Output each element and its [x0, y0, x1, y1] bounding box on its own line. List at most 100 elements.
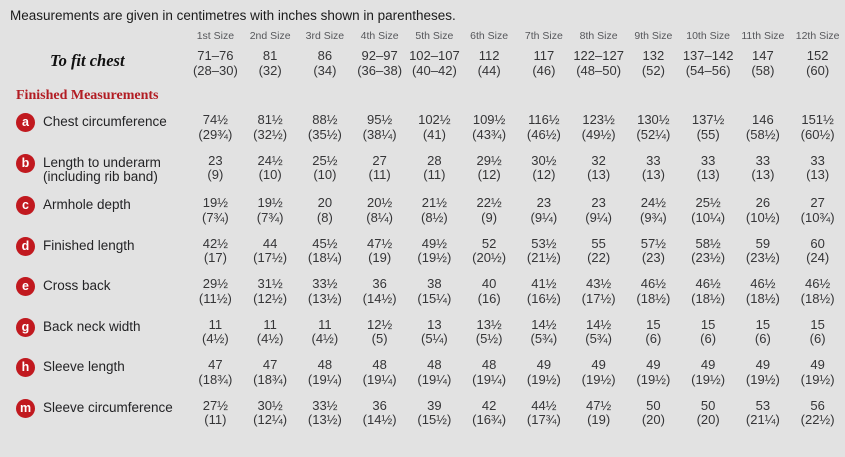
- value-cm: 27: [372, 152, 387, 168]
- measurement-value: 137½ (55): [681, 112, 736, 142]
- value-inches: (18¼): [307, 250, 342, 265]
- value-inches: (17½): [253, 250, 288, 265]
- to-fit-chest-value: 132 (52): [626, 48, 681, 78]
- value-cm: 81: [262, 48, 278, 63]
- measurement-value: 46½ (18½): [790, 276, 845, 306]
- value-cm: 11: [263, 316, 277, 332]
- value-cm: 116½: [528, 112, 560, 127]
- row-label: Back neck width: [43, 318, 141, 335]
- value-cm: 57½: [640, 235, 667, 251]
- row-label: Sleeve length: [43, 358, 125, 375]
- value-cm: 15: [646, 316, 661, 332]
- value-inches: (32½): [253, 126, 288, 142]
- value-inches: (22½): [800, 412, 835, 427]
- measurement-value: 14½ (5¾): [517, 317, 572, 347]
- value-inches: (44): [477, 62, 501, 78]
- measurement-rows: a Chest circumference 74½ (29¾) 81½ (32½) 88½(…: [0, 112, 845, 428]
- measurement-value: 116½ (46½): [517, 112, 572, 142]
- value-cm: 43½: [585, 276, 612, 291]
- measurement-value: 14½ (5¾): [571, 316, 626, 347]
- measurement-value: 27½ (11): [188, 398, 243, 428]
- value-cm: 58½: [695, 235, 721, 251]
- to-fit-chest-label: To fit chest: [50, 51, 125, 70]
- value-inches: (16½): [526, 290, 561, 306]
- value-cm: 20: [317, 195, 333, 210]
- measurement-value: 59 (23½): [736, 236, 791, 266]
- row-label-line2: (including rib band): [43, 169, 158, 184]
- measurement-value: 44½ (17¾): [517, 398, 572, 428]
- value-inches: (17¾): [526, 412, 561, 427]
- measurement-row: b Length to underarm (including rib band) 2…: [0, 152, 845, 185]
- value-cm: 14½: [585, 316, 612, 332]
- measurement-value: 48 (19¼): [462, 357, 517, 387]
- to-fit-chest-value: 102–107 (40–42): [407, 48, 462, 78]
- value-inches: (4½): [311, 331, 339, 346]
- value-inches: (6): [700, 331, 717, 346]
- value-inches: (20): [641, 412, 665, 427]
- value-cm: 55: [591, 235, 606, 251]
- value-inches: (4½): [256, 331, 284, 346]
- letter-badge: e: [16, 277, 35, 296]
- value-inches: (16): [477, 290, 501, 306]
- value-inches: (13): [806, 167, 830, 182]
- size-measurement-table: Measurements are given in centimetres wi…: [0, 8, 845, 428]
- measurement-value: 49 (19½): [790, 357, 845, 387]
- row-label-line1: Finished length: [43, 237, 135, 253]
- value-cm: 23: [208, 152, 223, 168]
- value-cm: 33: [810, 152, 825, 168]
- measurement-value: 95½ (38¼): [352, 112, 407, 142]
- row-label-line1: Sleeve circumference: [43, 399, 173, 415]
- measurement-value: 11 (4½): [243, 316, 298, 347]
- measurement-value: 13½ (5½): [462, 316, 517, 347]
- value-cm: 27: [810, 195, 825, 210]
- value-inches: (58): [751, 62, 775, 78]
- value-inches: (10): [258, 167, 282, 182]
- value-inches: (5¾): [585, 331, 612, 346]
- value-inches: (35½): [307, 126, 342, 142]
- value-cm: 92–97: [361, 48, 398, 63]
- value-inches: (9¾): [640, 209, 667, 225]
- size-header: 4th Size: [360, 30, 399, 42]
- value-cm: 19½: [257, 195, 283, 210]
- row-label-line1: Cross back: [43, 278, 111, 293]
- measurement-value: 21½ (8½): [407, 195, 462, 225]
- measurement-value: 36 (14½): [352, 276, 407, 306]
- measurement-value: 31½ (12½): [243, 276, 298, 306]
- measurement-value: 11 (4½): [188, 317, 243, 347]
- value-cm: 40: [481, 276, 497, 291]
- measurement-value: 29½ (12): [462, 153, 517, 183]
- value-inches: (19¼): [417, 371, 452, 387]
- measurement-row: m Sleeve circumference 27½ (11) 30½ (12¼) 33½(…: [0, 397, 845, 428]
- value-cm: 13½: [476, 316, 502, 332]
- measurement-value: 55 (22): [571, 235, 626, 266]
- value-cm: 47½: [366, 235, 393, 251]
- value-inches: (28–30): [192, 62, 238, 78]
- row-label-line1: Chest circumference: [43, 114, 167, 129]
- value-inches: (13): [696, 167, 720, 182]
- value-cm: 46½: [750, 276, 776, 291]
- measurement-value: 40 (16): [462, 276, 517, 306]
- value-inches: (18½): [800, 290, 835, 306]
- value-cm: 47: [262, 357, 278, 372]
- measurement-value: 25½ (10): [298, 153, 353, 183]
- value-cm: 60: [810, 235, 825, 251]
- measurement-value: 49½ (19½): [407, 236, 462, 266]
- measurement-value: 43½ (17½): [571, 276, 626, 306]
- value-inches: (18½): [691, 290, 726, 306]
- measurement-value: 49 (19½): [571, 357, 626, 387]
- size-header: 6th Size: [470, 30, 509, 42]
- finished-measurements-heading: Finished Measurements: [16, 88, 159, 103]
- value-inches: (8¼): [366, 209, 393, 225]
- measurement-value: 42½ (17): [188, 236, 243, 266]
- measurement-value: 30½ (12): [517, 153, 572, 183]
- value-cm: 38: [427, 276, 442, 291]
- value-cm: 86: [317, 48, 333, 63]
- value-cm: 49: [810, 357, 825, 372]
- value-cm: 44: [262, 235, 278, 251]
- measurement-row: a Chest circumference 74½ (29¾) 81½ (32½) 88½(…: [0, 112, 845, 142]
- value-inches: (17½): [581, 290, 616, 306]
- value-inches: (4½): [202, 331, 229, 346]
- value-cm: 33: [646, 152, 661, 168]
- value-cm: 47½: [585, 397, 612, 413]
- value-cm: 33: [755, 152, 771, 168]
